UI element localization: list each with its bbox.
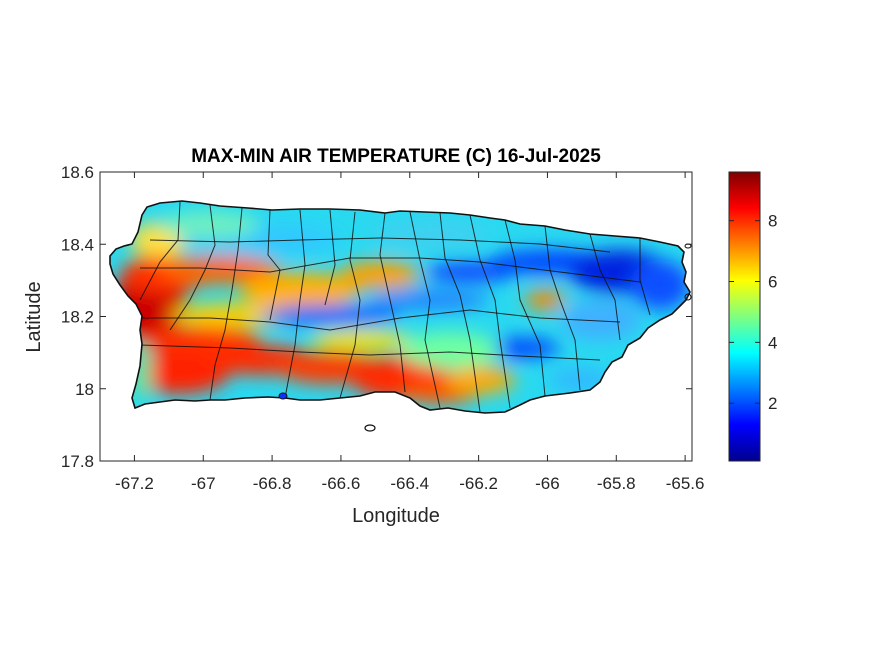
colorbar [728, 171, 761, 462]
y-axis-ticks: 17.8 18 18.2 18.4 18.6 [61, 163, 692, 471]
x-tick-label: -66.8 [253, 474, 292, 493]
y-axis-label: Latitude [23, 281, 45, 352]
x-tick-label: -65.6 [666, 474, 705, 493]
colorbar-ticks: 2 4 6 8 [729, 212, 777, 413]
colorbar-tick-label: 4 [768, 333, 777, 352]
chart-title: MAX-MIN AIR TEMPERATURE (C) 16-Jul-2025 [191, 146, 601, 167]
y-tick-label: 18.2 [61, 308, 94, 327]
x-tick-label: -66.6 [322, 474, 361, 493]
colorbar-tick-label: 6 [768, 273, 777, 292]
x-tick-label: -65.8 [597, 474, 636, 493]
x-tick-label: -67 [191, 474, 216, 493]
x-axis-ticks: -67.2 -67 -66.8 -66.6 -66.4 -66.2 -66 -65.8 -65.… [115, 172, 704, 493]
small-islets [278, 243, 692, 432]
y-tick-label: 18 [75, 380, 94, 399]
y-tick-label: 17.8 [61, 452, 94, 471]
temperature-heatmap [110, 201, 690, 413]
municipality-boundaries [139, 201, 651, 413]
y-tick-label: 18.4 [61, 235, 94, 254]
x-tick-label: -66.2 [459, 474, 498, 493]
colorbar-tick-label: 2 [768, 394, 777, 413]
x-axis-label: Longitude [352, 505, 440, 527]
y-tick-label: 18.6 [61, 163, 94, 182]
x-tick-label: -66.4 [390, 474, 429, 493]
x-tick-label: -66 [535, 474, 560, 493]
colorbar-tick-label: 8 [768, 212, 777, 231]
x-tick-label: -67.2 [115, 474, 154, 493]
island-coastline [109, 200, 691, 414]
